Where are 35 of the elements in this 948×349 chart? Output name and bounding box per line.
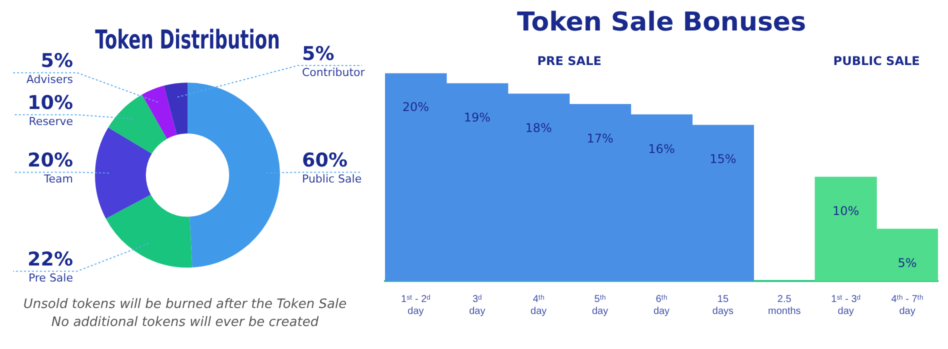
slice-label: Advisers — [26, 73, 74, 86]
x-tick-label: 5ᵗʰ day — [592, 294, 608, 317]
data-label: 18% — [525, 120, 552, 135]
x-tick-label: 15 days — [712, 294, 734, 317]
data-label: 10% — [28, 92, 73, 114]
chart-title: Token Distribution — [95, 25, 280, 56]
text: PRE SALE — [537, 54, 602, 68]
text: Unsold tokens will be burned after the Token Sale — [22, 296, 348, 314]
chart-title: Token Sale Bonuses — [516, 7, 806, 38]
data-label: 22% — [28, 248, 73, 271]
data-label: 5% — [40, 50, 73, 72]
x-tick-label: 3ᵈ day — [469, 294, 486, 317]
data-label: 19% — [464, 110, 491, 125]
data-label: 20% — [28, 150, 73, 172]
data-label: 5% — [898, 256, 917, 270]
data-label: 16% — [648, 142, 675, 156]
x-tick-label: 4ᵗʰ day — [530, 294, 547, 317]
slice-label: Public Sale — [302, 172, 362, 186]
data-label: 17% — [586, 131, 614, 146]
x-tick-label: 2.5 months — [768, 294, 801, 317]
slice-label: Team — [42, 172, 73, 186]
x-tick-label: 1ˢᵗ - 2ᵈ day — [401, 294, 431, 317]
slice-label: Pre Sale — [28, 272, 74, 285]
x-tick-label: 4ᵗʰ - 7ᵗʰ day — [891, 294, 924, 317]
text: PUBLIC SALE — [833, 54, 920, 68]
data-label: 20% — [402, 100, 430, 114]
data-label: 5% — [302, 42, 334, 65]
data-label: 15% — [710, 152, 736, 166]
data-label: 60% — [302, 150, 348, 172]
data-label: 10% — [832, 204, 860, 218]
text: No additional tokens will ever be created — [50, 314, 320, 332]
x-tick-label: 1ˢᵗ - 3ᵈ day — [831, 294, 861, 317]
slice-label: Reserve — [28, 115, 74, 128]
x-tick-label: 6ᵗʰ day — [653, 294, 670, 317]
slice-label: Contributor — [302, 66, 366, 79]
